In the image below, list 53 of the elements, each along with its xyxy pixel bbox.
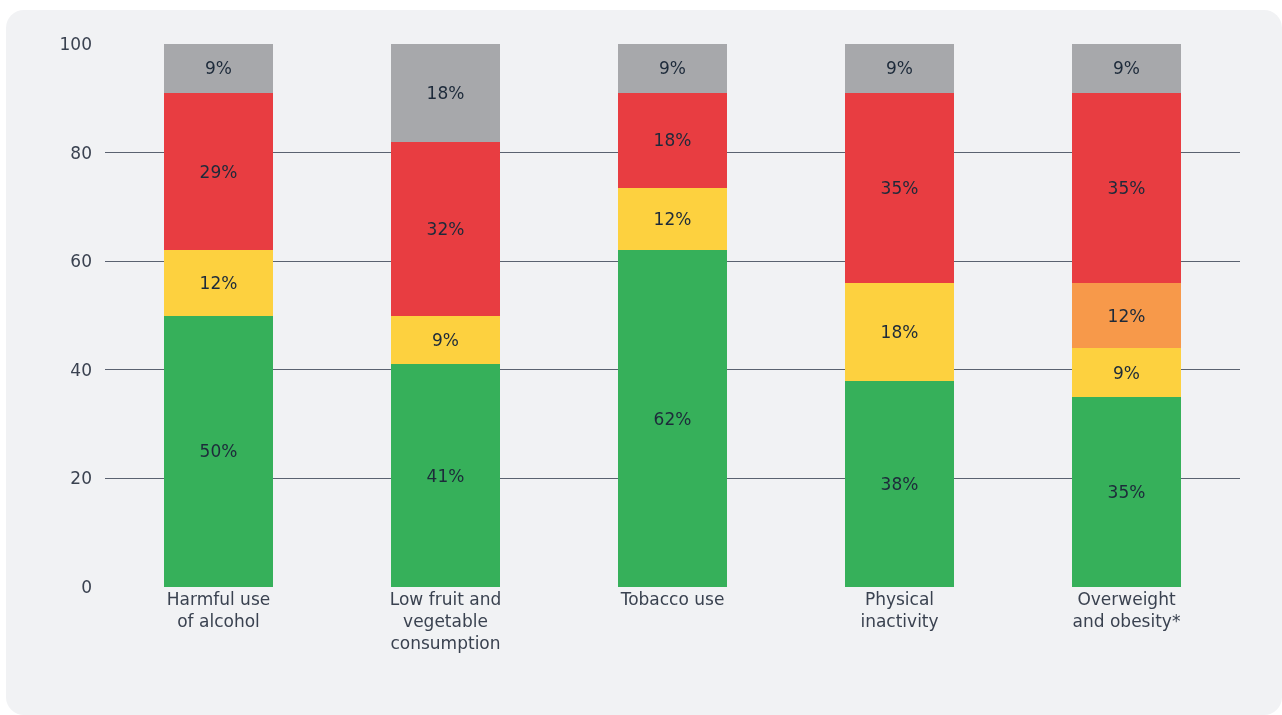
- bar: [845, 380, 954, 587]
- data-label: 18%: [880, 321, 919, 342]
- data-label: 9%: [1113, 58, 1140, 79]
- bar: [618, 44, 727, 93]
- data-label: 32%: [426, 218, 465, 239]
- y-tick-label: 100: [59, 33, 92, 54]
- bar: [1072, 282, 1181, 349]
- data-label: 18%: [426, 82, 465, 103]
- data-label: 12%: [199, 272, 238, 293]
- data-label: 12%: [653, 209, 692, 230]
- y-tick-label: 20: [70, 468, 92, 489]
- x-tick-label: Overweight and obesity*: [1072, 589, 1181, 632]
- data-label: 9%: [205, 58, 232, 79]
- data-label: 18%: [653, 130, 692, 151]
- bar: [164, 250, 273, 316]
- data-label: 9%: [1113, 362, 1140, 383]
- x-tick-label: Physical inactivity: [860, 589, 939, 632]
- bar: [1072, 92, 1181, 283]
- data-label: 38%: [880, 473, 919, 494]
- x-tick-label: Harmful use of alcohol: [166, 589, 271, 632]
- bar: [391, 44, 500, 142]
- bar: [164, 315, 273, 587]
- data-label: 50%: [199, 441, 238, 462]
- data-label: 12%: [1107, 305, 1146, 326]
- y-tick-label: 80: [70, 142, 92, 163]
- x-tick-label: Low fruit and vegetable consumption: [389, 589, 502, 654]
- data-label: 62%: [653, 408, 692, 429]
- bar: [845, 282, 954, 381]
- bar: [845, 44, 954, 93]
- y-tick-label: 40: [70, 359, 92, 380]
- data-label: 9%: [659, 58, 686, 79]
- bar: [618, 250, 727, 587]
- x-tick-label: Tobacco use: [619, 589, 725, 609]
- data-label: 9%: [432, 329, 459, 350]
- data-label: 9%: [886, 58, 913, 79]
- bar: [1072, 44, 1181, 93]
- bar: [391, 315, 500, 365]
- y-tick-label: 0: [81, 576, 92, 597]
- bar: [618, 187, 727, 251]
- bar: [845, 92, 954, 283]
- y-tick-label: 60: [70, 251, 92, 272]
- bar: [391, 364, 500, 587]
- bar: [164, 44, 273, 93]
- data-label: 35%: [1107, 177, 1146, 198]
- data-label: 41%: [426, 465, 465, 486]
- bar: [1072, 348, 1181, 397]
- bar: [1072, 396, 1181, 587]
- data-label: 35%: [1107, 481, 1146, 502]
- bar: [391, 141, 500, 316]
- data-label: 29%: [199, 161, 238, 182]
- bar: [618, 92, 727, 188]
- data-label: 35%: [880, 177, 919, 198]
- bar: [164, 92, 273, 251]
